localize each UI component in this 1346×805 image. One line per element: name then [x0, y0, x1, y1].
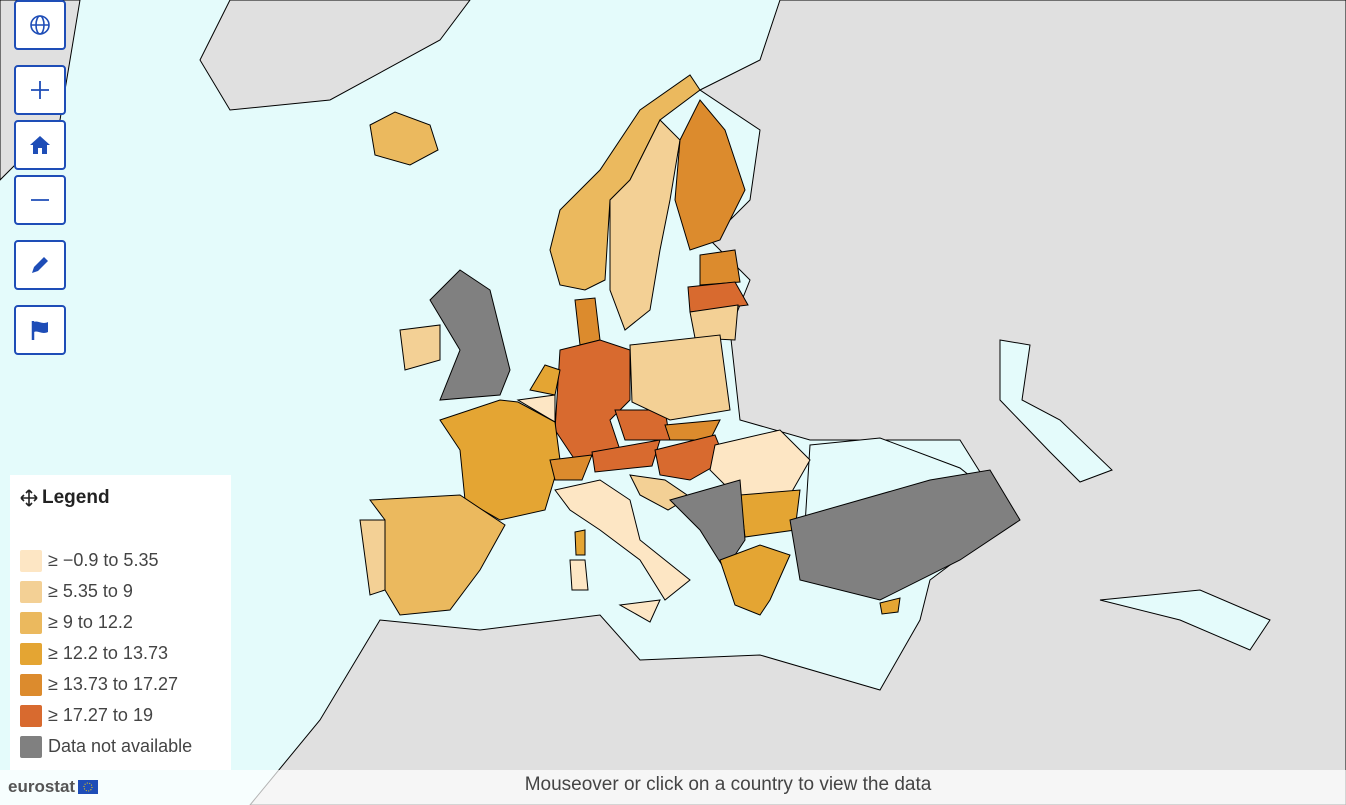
- icon: [32, 257, 48, 273]
- country[interactable]: [554, 339, 631, 461]
- country[interactable]: [574, 297, 601, 346]
- legend-label: ≥ 12.2 to 13.73: [48, 643, 168, 663]
- country[interactable]: [879, 597, 901, 615]
- country[interactable]: [739, 489, 801, 538]
- flag-button[interactable]: [14, 305, 66, 355]
- icon: [31, 199, 49, 201]
- icon: [30, 136, 50, 154]
- logo: eurostat: [8, 777, 99, 797]
- legend-swatch: [20, 580, 42, 603]
- legend-label: Data not available: [48, 736, 193, 756]
- country[interactable]: [674, 99, 746, 251]
- legend-swatch: [20, 642, 42, 665]
- icon: [31, 321, 48, 340]
- country[interactable]: [687, 281, 749, 313]
- land: [199, 0, 471, 111]
- country[interactable]: [439, 399, 561, 521]
- country[interactable]: [369, 494, 506, 616]
- legend-item[interactable]: ≥ −0.9 to 5.35: [20, 545, 221, 576]
- country[interactable]: [399, 324, 441, 371]
- legend-label: ≥ 9 to 12.2: [48, 612, 133, 632]
- legend-swatch: [20, 549, 42, 572]
- country[interactable]: [549, 454, 593, 481]
- country[interactable]: [359, 519, 386, 596]
- globe-button[interactable]: [14, 0, 66, 50]
- country[interactable]: [629, 334, 731, 421]
- legend-label: ≥ 5.35 to 9: [48, 581, 133, 601]
- country[interactable]: [689, 304, 739, 341]
- legend-item[interactable]: ≥ 5.35 to 9: [20, 576, 221, 607]
- country[interactable]: [699, 249, 741, 286]
- zoom-in-button[interactable]: [14, 65, 66, 115]
- legend-items: ≥ −0.9 to 5.35 ≥ 5.35 to 9 ≥ 9 to 12.2 ≥ 12…: [20, 545, 221, 762]
- eu-flag: [78, 780, 99, 794]
- country[interactable]: [569, 559, 589, 591]
- country[interactable]: [529, 364, 561, 396]
- country[interactable]: [429, 269, 511, 401]
- legend-item[interactable]: ≥ 12.2 to 13.73: [20, 638, 221, 669]
- legend-label: ≥ −0.9 to 5.35: [48, 550, 159, 570]
- country[interactable]: [369, 111, 439, 166]
- country[interactable]: [591, 439, 661, 473]
- edit-button[interactable]: [14, 240, 66, 290]
- icon: [30, 15, 50, 35]
- legend-header[interactable]: Legend: [20, 487, 221, 509]
- legend-swatch: [20, 611, 42, 634]
- sea: [999, 339, 1113, 483]
- legend: Legend ≥ −0.9 to 5.35 ≥ 5.35 to 9 ≥ 9 to 1…: [10, 475, 231, 770]
- legend-swatch: [20, 704, 42, 727]
- zoom-out-button[interactable]: [14, 175, 66, 225]
- home-button[interactable]: [14, 120, 66, 170]
- country[interactable]: [719, 544, 791, 616]
- legend-item[interactable]: Data not available: [20, 731, 221, 762]
- footer-text: Mouseover or click on a country to view …: [524, 774, 932, 795]
- legend-label: ≥ 13.73 to 17.27: [48, 674, 178, 694]
- land: [249, 0, 1346, 805]
- country[interactable]: [618, 599, 661, 623]
- legend-label: ≥ 17.27 to 19: [48, 705, 153, 725]
- logo-text: eurostat: [8, 777, 76, 796]
- country[interactable]: [516, 394, 556, 423]
- legend-item[interactable]: ≥ 9 to 12.2: [20, 607, 221, 638]
- legend-swatch: [20, 735, 42, 758]
- country[interactable]: [789, 469, 1021, 601]
- sea: [1099, 589, 1271, 651]
- icon: [31, 81, 49, 99]
- legend-swatch: [20, 673, 42, 696]
- footer: eurostat Mouseover or click on a country…: [0, 770, 1346, 805]
- country[interactable]: [609, 119, 681, 331]
- legend-item[interactable]: ≥ 13.73 to 17.27: [20, 669, 221, 700]
- country[interactable]: [574, 529, 586, 556]
- move-icon: [20, 489, 38, 507]
- countries: [359, 74, 1021, 623]
- country[interactable]: [554, 479, 691, 601]
- legend-item[interactable]: ≥ 17.27 to 19: [20, 700, 221, 731]
- legend-title: Legend: [42, 487, 110, 508]
- country[interactable]: [654, 434, 726, 481]
